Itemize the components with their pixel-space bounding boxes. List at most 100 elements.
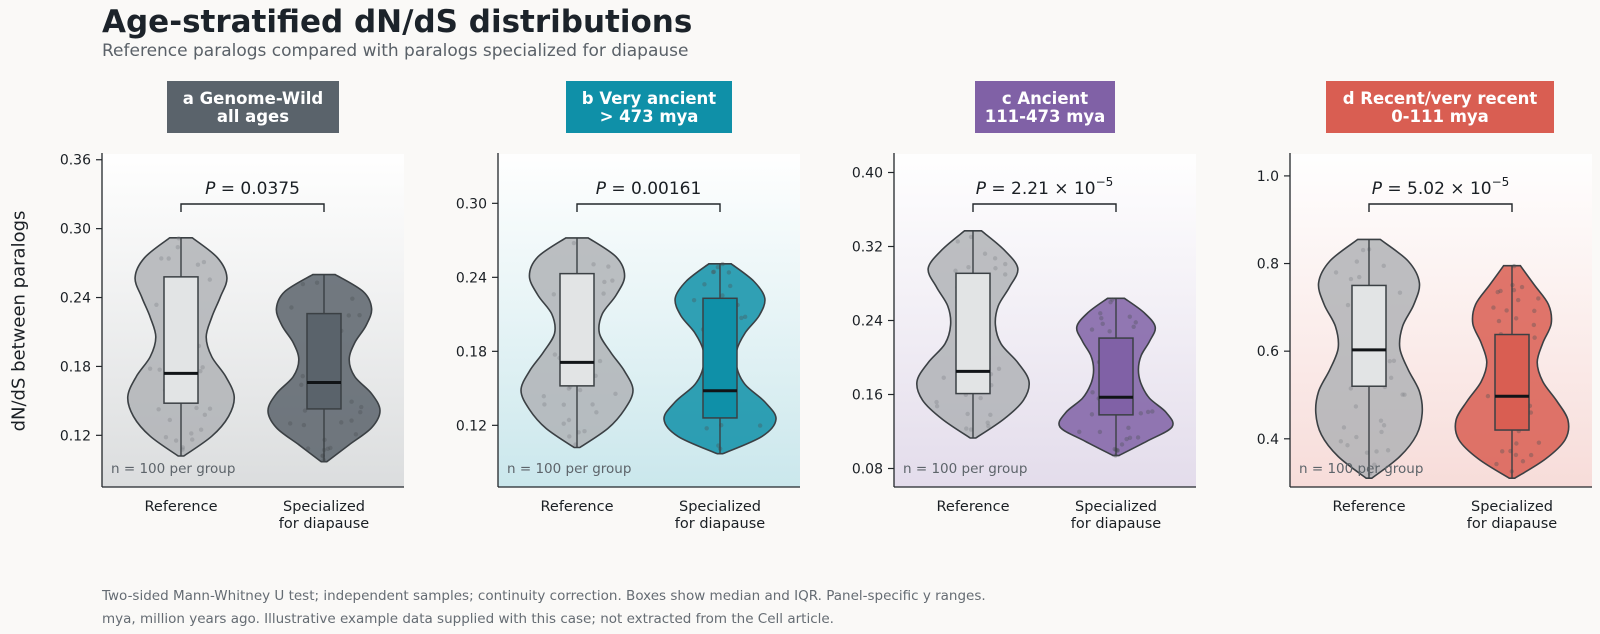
- panel-label-line-2: > 473 mya: [600, 107, 699, 126]
- panel-label-line-1: d Recent/very recent: [1343, 89, 1538, 108]
- data-point: [602, 279, 607, 285]
- box-specialized: [1494, 333, 1530, 431]
- data-point: [1353, 404, 1359, 409]
- data-point: [590, 402, 595, 407]
- data-point: [147, 366, 153, 371]
- data-point: [1133, 320, 1138, 325]
- data-point: [1494, 461, 1499, 467]
- data-point: [189, 431, 194, 436]
- data-point: [715, 264, 721, 270]
- data-point: [1357, 274, 1362, 280]
- data-point: [328, 445, 333, 451]
- data-point: [1378, 418, 1384, 423]
- x-tick-label: for diapause: [1071, 516, 1161, 532]
- panel-label-box: [566, 81, 732, 133]
- data-point: [728, 283, 733, 289]
- data-point: [357, 312, 362, 318]
- x-tick-label: Reference: [540, 499, 613, 515]
- x-tick-label: Specialized: [1471, 499, 1553, 515]
- data-point: [1515, 297, 1521, 303]
- data-point: [1536, 440, 1542, 445]
- box-reference: [1351, 284, 1387, 387]
- data-point: [1090, 390, 1095, 395]
- data-point: [711, 269, 717, 275]
- data-point: [1003, 261, 1008, 267]
- data-point: [964, 426, 969, 431]
- data-point: [561, 402, 567, 407]
- x-tick-label: Reference: [936, 499, 1009, 515]
- data-point: [339, 420, 344, 425]
- data-point: [1400, 392, 1405, 397]
- data-point: [1107, 329, 1112, 334]
- data-point: [1131, 324, 1136, 329]
- data-point: [154, 302, 159, 307]
- data-point: [1150, 409, 1155, 414]
- data-point: [610, 278, 615, 283]
- data-point: [194, 405, 199, 411]
- data-point: [541, 394, 547, 399]
- data-point: [202, 412, 208, 418]
- box-reference: [559, 272, 595, 387]
- data-point: [1498, 288, 1503, 294]
- data-point: [1333, 270, 1339, 275]
- p-value-label: P = 5.02 × 10−5: [1372, 175, 1510, 199]
- data-point: [1003, 272, 1008, 277]
- data-point: [691, 297, 697, 303]
- x-tick-label: for diapause: [675, 516, 765, 532]
- data-point: [955, 239, 960, 244]
- data-point: [358, 409, 363, 415]
- y-tick-label: 0.24: [60, 291, 91, 307]
- data-point: [198, 368, 203, 374]
- data-point: [359, 404, 364, 410]
- y-tick-label: 0.18: [456, 344, 487, 360]
- y-tick-label: 0.6: [1257, 344, 1279, 360]
- x-tick-label: Specialized: [1075, 499, 1157, 515]
- data-point: [180, 445, 186, 450]
- y-tick-label: 0.32: [852, 240, 883, 256]
- data-point: [1098, 311, 1103, 316]
- significance-bracket: [576, 203, 721, 212]
- data-point: [704, 426, 709, 431]
- y-tick-label: 0.36: [60, 153, 91, 169]
- data-point: [1348, 386, 1354, 391]
- data-point: [175, 245, 181, 250]
- data-point: [996, 366, 1002, 371]
- data-point: [1388, 375, 1394, 381]
- data-point: [968, 234, 974, 240]
- data-point: [1138, 411, 1144, 416]
- data-point: [1532, 335, 1537, 340]
- data-point: [1519, 284, 1525, 290]
- data-point: [1360, 247, 1366, 253]
- figure-subtitle: Reference paralogs compared with paralog…: [102, 41, 689, 61]
- footnote: Two-sided Mann-Whitney U test; independe…: [102, 585, 986, 631]
- data-point: [195, 262, 201, 267]
- data-point: [1108, 299, 1113, 305]
- p-value-label: P = 0.0375: [205, 179, 300, 199]
- data-point: [739, 315, 744, 321]
- y-tick-label: 0.30: [60, 222, 91, 238]
- data-point: [1100, 321, 1105, 327]
- data-point: [176, 236, 181, 241]
- panel-label-box: [1326, 81, 1554, 133]
- significance-bracket: [972, 203, 1117, 212]
- data-point: [302, 408, 308, 413]
- y-tick-label: 0.40: [852, 166, 883, 182]
- data-point: [305, 446, 311, 451]
- data-point: [726, 270, 732, 275]
- data-point: [594, 410, 599, 415]
- data-point: [966, 264, 971, 270]
- data-point: [1491, 305, 1496, 310]
- data-point: [934, 399, 939, 405]
- data-point: [1354, 434, 1359, 440]
- data-point: [934, 404, 940, 409]
- data-point: [566, 386, 572, 391]
- box-reference: [955, 272, 991, 395]
- data-point: [198, 427, 204, 432]
- data-point: [1504, 308, 1509, 313]
- data-point: [720, 293, 725, 298]
- panel-label-line-2: 111-473 mya: [985, 107, 1106, 126]
- data-point: [1119, 442, 1125, 447]
